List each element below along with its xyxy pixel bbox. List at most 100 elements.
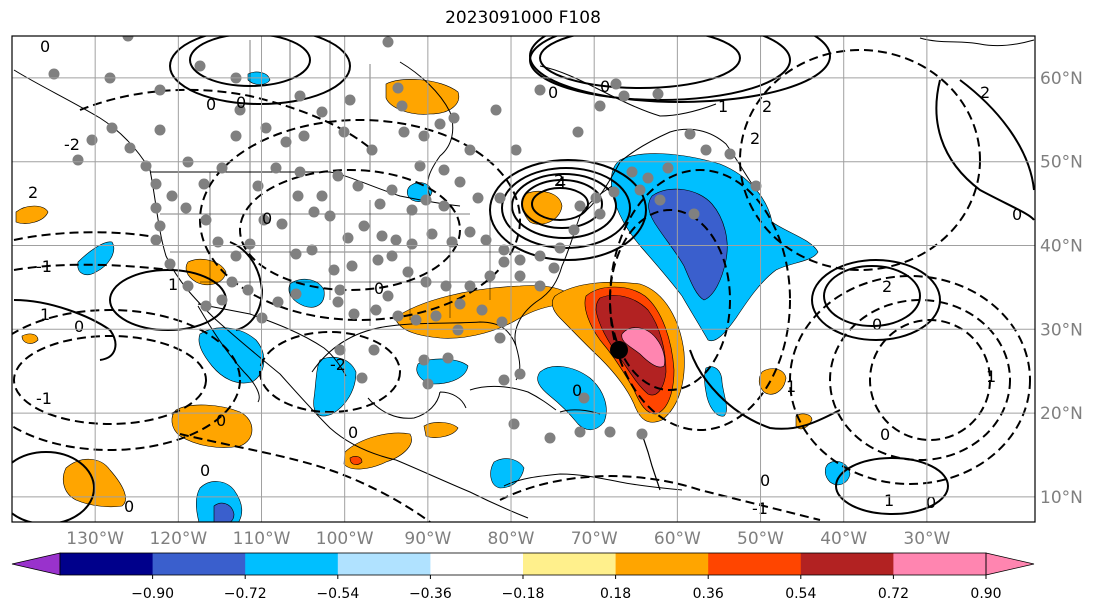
contour-label-0-canada: 0 (206, 95, 216, 114)
shade-cyan-bahamas (537, 366, 607, 431)
station-dot (494, 332, 506, 344)
station-dot (316, 106, 328, 118)
station-dot (594, 100, 606, 112)
coastline-yucatan (367, 391, 467, 419)
station-dot (490, 104, 502, 116)
dcontour-south (499, 475, 821, 521)
dcontour-tropics (179, 433, 431, 522)
station-dot (122, 36, 134, 42)
station-dot (180, 202, 192, 214)
station-dot (200, 300, 212, 312)
station-dot (434, 118, 446, 130)
contour-label-0-mexico: 0 (216, 411, 226, 430)
colorbar-segment (708, 553, 802, 575)
lat-tick-label: 40°N (1040, 236, 1083, 256)
station-dot (200, 214, 212, 226)
contour-label-1-east: 1 (986, 367, 996, 386)
station-dot (662, 162, 674, 174)
station-dot (414, 160, 426, 172)
station-dot (484, 270, 496, 282)
station-dot (452, 324, 464, 336)
station-dot (338, 126, 350, 138)
dcontour-atlantic-a (609, 209, 731, 391)
shade-orange-yucatan (423, 422, 459, 438)
contour-low-4-d (501, 167, 631, 249)
station-dot (406, 238, 418, 250)
station-dot (510, 144, 522, 156)
station-dot (374, 198, 386, 210)
contour-low-4-a (531, 187, 589, 221)
colorbar-segment (615, 553, 709, 575)
station-dot (390, 234, 402, 246)
station-dot (182, 280, 194, 292)
station-dot (494, 192, 506, 204)
station-dot (124, 142, 136, 154)
contour-label-0-pacific-c: 0 (74, 317, 84, 336)
station-dot (332, 170, 344, 182)
station-dot (382, 290, 394, 302)
contour-label-2-greenland: 2 (750, 129, 760, 148)
contour-labels: 2 4 0 1 2 2 2 0 0 1 0 0 -1 1 0 0 -2 0 0 … (28, 37, 1022, 518)
station-dot (514, 254, 526, 266)
station-dot (642, 172, 654, 184)
station-dot (230, 130, 242, 142)
contour-label-0-south: 0 (760, 471, 770, 490)
lon-tick-label: 90°W (404, 529, 451, 549)
contour-label-0-tropic: 0 (880, 425, 890, 444)
station-dot (270, 162, 282, 174)
contour-label-0-greenland: 0 (1012, 205, 1022, 224)
station-dot (514, 270, 526, 282)
shade-orange-mexico-west (171, 404, 253, 448)
shade-blue-pacific-south (213, 502, 235, 522)
station-dot (420, 276, 432, 288)
station-dot (626, 166, 638, 178)
dcontour-us-b (199, 119, 521, 321)
colorbar-tick-label: 0.36 (693, 586, 724, 602)
contour-label-1-tropic: 1 (884, 491, 894, 510)
station-dot (334, 344, 346, 356)
station-dot (72, 154, 84, 166)
station-dot (252, 180, 264, 192)
station-dot (324, 210, 336, 222)
station-dot (290, 248, 302, 260)
contour-east-atlantic-b (811, 259, 941, 341)
station-dot (476, 304, 488, 316)
shade-cyan-rockies (77, 241, 115, 275)
station-dot (604, 426, 616, 438)
lon-tick-label: 100°W (316, 529, 374, 549)
station-dot (392, 310, 404, 322)
station-dot (216, 294, 228, 306)
dashed-contours (12, 49, 1031, 522)
station-dot (572, 126, 584, 138)
contour-label-m1-south: -1 (752, 499, 768, 518)
station-dot (430, 310, 442, 322)
colorbar-segment (800, 553, 894, 575)
station-dot (306, 244, 318, 256)
shade-cyan-gulf-mexico (313, 357, 357, 417)
lat-tick-label: 20°N (1040, 404, 1083, 424)
dcontour-us-a (239, 169, 461, 291)
contour-label-2-labrador: 2 (762, 97, 772, 116)
station-dot (426, 228, 438, 240)
shade-orange-pacific-north (15, 205, 49, 224)
shade-cyan-caribbean-south (490, 458, 525, 489)
station-dot (316, 190, 328, 202)
station-dot (154, 84, 166, 96)
contour-label-0-canada-b: 0 (236, 93, 246, 112)
station-dot (498, 244, 510, 256)
station-dot (554, 242, 566, 254)
station-dot (294, 166, 306, 178)
colorbar-tick-label: 0.54 (785, 586, 816, 602)
contour-label-2-pacific: 2 (28, 183, 38, 202)
station-dot (480, 234, 492, 246)
station-dot (454, 298, 466, 310)
station-dot (440, 280, 452, 292)
station-dot (386, 250, 398, 262)
lon-tick-label: 60°W (654, 529, 701, 549)
station-dot (298, 130, 310, 142)
station-dot (260, 122, 272, 134)
station-dot (724, 148, 736, 160)
contour-low-4-c (511, 173, 617, 239)
contour-low-4-b (521, 179, 603, 229)
station-dot (534, 280, 546, 292)
